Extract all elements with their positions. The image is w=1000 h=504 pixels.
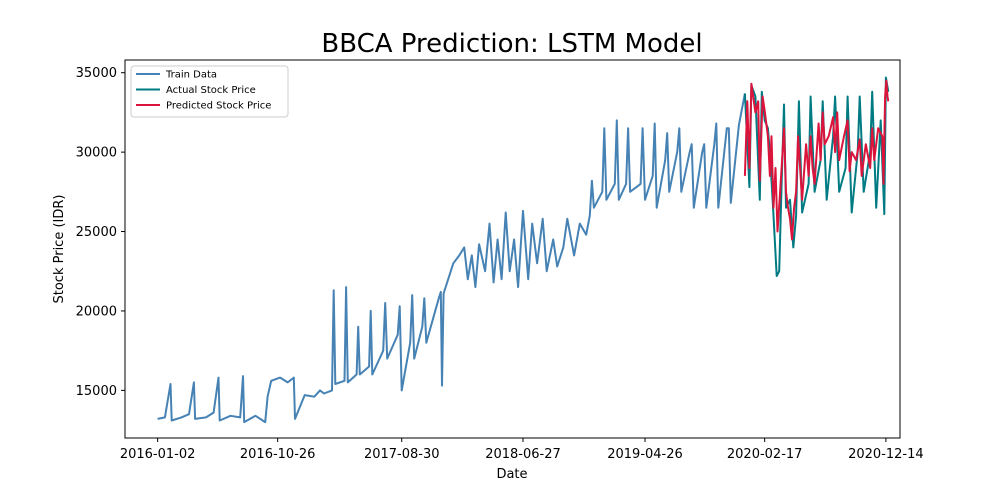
legend: Train Data Actual Stock Price Predicted St…	[130, 65, 289, 118]
legend-box	[130, 65, 289, 118]
x-tick-label: 2017-08-30	[364, 447, 440, 462]
y-tick-label: 25000	[76, 225, 117, 240]
x-axis-label: Date	[496, 467, 527, 482]
legend-label-train-data: Train Data	[165, 70, 217, 81]
y-tick-label: 35000	[76, 66, 117, 81]
x-tick-label: 2016-10-26	[240, 447, 316, 462]
y-axis: 15000 20000 25000 30000 35000	[76, 66, 125, 399]
series-layer	[157, 76, 890, 424]
legend-label-predicted-stock-price: Predicted Stock Price	[166, 101, 271, 112]
x-tick-label: 2016-01-02	[120, 447, 196, 462]
x-tick-label: 2020-02-17	[727, 447, 803, 462]
y-axis-label: Stock Price (IDR)	[52, 195, 67, 304]
series-line-actual-stock-price	[743, 76, 890, 277]
plot-frame	[124, 59, 901, 439]
series-line-train-data	[157, 93, 746, 424]
x-tick-label: 2018-06-27	[485, 447, 561, 462]
series-line-predicted-stock-price	[743, 79, 890, 241]
x-tick-label: 2019-04-26	[607, 447, 683, 462]
chart-title: BBCA Prediction: LSTM Model	[321, 29, 702, 59]
y-tick-label: 15000	[76, 384, 117, 399]
y-tick-label: 20000	[76, 304, 117, 319]
x-axis: 2016-01-02 2016-10-26 2017-08-30 2018-06-27…	[120, 438, 924, 462]
x-tick-label: 2020-12-14	[848, 447, 924, 462]
y-tick-label: 30000	[76, 146, 117, 161]
legend-label-actual-stock-price: Actual Stock Price	[166, 85, 256, 96]
